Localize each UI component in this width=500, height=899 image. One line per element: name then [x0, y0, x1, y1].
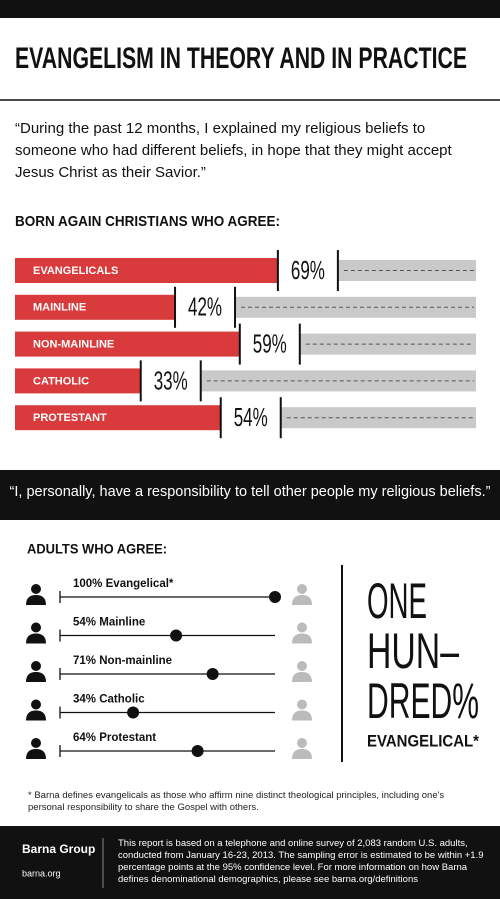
value-label: 71% — [73, 655, 96, 667]
callout-text: ONE — [367, 573, 427, 629]
footer-note: This report is based on a telephone and … — [118, 838, 484, 885]
row-label: 64% Protestant — [73, 732, 156, 744]
person-icon — [26, 633, 46, 644]
value-label: 59% — [253, 328, 287, 358]
person-icon — [26, 595, 46, 605]
bar-label: MAINLINE — [33, 302, 86, 314]
bar-label: NON-MAINLINE — [33, 339, 114, 351]
person-icon — [297, 699, 307, 710]
footnote: * Barna defines evangelicals as those wh… — [28, 790, 445, 813]
row-label: 34% Catholic — [73, 694, 145, 706]
value-box — [239, 323, 300, 365]
person-icon — [26, 749, 46, 759]
value-label: 54% — [73, 617, 96, 629]
value-box — [277, 250, 338, 291]
bar — [15, 258, 278, 283]
dot — [170, 629, 183, 642]
person-icon — [297, 622, 307, 633]
quote-band — [0, 470, 500, 520]
value-label: 54% — [234, 402, 268, 432]
row-label: 71% Non-mainline — [73, 655, 172, 667]
row-label: 100% Evangelical* — [73, 578, 174, 590]
chart-title: BORN AGAIN CHRISTIANS WHO AGREE: — [15, 213, 280, 230]
quote: “During the past 12 months, I explained … — [15, 120, 452, 181]
dot — [127, 706, 140, 719]
chart-title: ADULTS WHO AGREE: — [27, 541, 167, 557]
person-icon — [26, 672, 46, 682]
dot — [191, 745, 204, 757]
category-label: Evangelical* — [106, 578, 174, 590]
category-label: Mainline — [99, 617, 145, 629]
person-icon — [31, 738, 41, 748]
value-box — [140, 360, 201, 402]
row-label: 54% Mainline — [73, 617, 145, 629]
person-icon — [31, 699, 41, 710]
value-label: 64% — [73, 732, 96, 744]
person-icon — [26, 710, 46, 721]
person-icon — [292, 633, 312, 644]
person-icon — [292, 672, 312, 682]
person-icon — [292, 595, 312, 605]
category-label: Non-mainline — [99, 655, 172, 667]
person-icon — [292, 710, 312, 721]
value-label: 69% — [291, 255, 325, 285]
person-icon — [31, 622, 41, 633]
person-icon — [297, 738, 307, 748]
person-icon — [297, 584, 307, 594]
bar — [15, 368, 141, 394]
footer-url: barna.org — [22, 868, 61, 878]
dot — [206, 668, 219, 680]
value-label: 42% — [188, 292, 222, 322]
bar-label: EVANGELICALS — [33, 265, 118, 277]
dot — [269, 591, 281, 603]
bar-label: CATHOLIC — [33, 375, 89, 387]
person-icon — [31, 661, 41, 671]
value-label: 100% — [73, 578, 102, 590]
callout-text: DRED% — [367, 673, 479, 729]
category-label: Protestant — [99, 732, 156, 744]
page-title: EVANGELISM IN THEORY AND IN PRACTICE — [15, 42, 467, 75]
top-band — [0, 0, 500, 18]
callout-text: HUN– — [367, 623, 459, 679]
bar — [15, 405, 221, 431]
footer-brand: Barna Group — [22, 842, 95, 856]
remainder-bar — [299, 333, 476, 355]
bar-label: PROTESTANT — [33, 412, 107, 424]
person-icon — [292, 749, 312, 759]
value-label: 34% — [73, 694, 96, 706]
quote: “I, personally, have a responsibility to… — [9, 484, 491, 500]
footer-band — [0, 826, 500, 899]
category-label: Catholic — [99, 694, 145, 706]
callout-text: EVANGELICAL* — [367, 731, 479, 750]
value-box — [220, 397, 281, 439]
bar — [15, 294, 176, 320]
person-icon — [297, 661, 307, 671]
value-label: 33% — [154, 365, 188, 395]
bar — [15, 331, 240, 357]
value-box — [175, 286, 236, 328]
remainder-bar — [200, 370, 477, 392]
person-icon — [31, 584, 41, 594]
